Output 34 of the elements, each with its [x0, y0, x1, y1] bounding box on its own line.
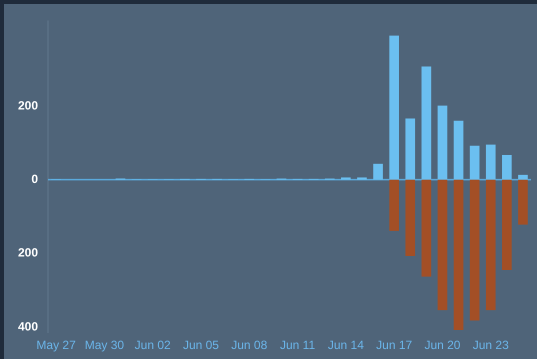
y-tick-label: 200 — [18, 98, 38, 112]
bar — [470, 146, 480, 180]
bar — [389, 180, 399, 231]
bar — [486, 180, 496, 310]
y-tick-label: 400 — [18, 319, 38, 334]
bar — [470, 180, 480, 320]
x-tick-label: Jun 23 — [472, 338, 510, 352]
x-tick-label: May 30 — [84, 338, 124, 352]
bar — [438, 106, 448, 180]
x-tick-label: Jun 02 — [134, 338, 172, 352]
bar — [502, 154, 512, 180]
bar — [518, 180, 528, 225]
bar — [422, 66, 432, 180]
x-tick-label: Jun 08 — [231, 338, 268, 352]
bar — [373, 164, 383, 180]
bar — [518, 174, 528, 180]
x-tick-label: Jun 14 — [328, 338, 364, 352]
bar — [502, 180, 512, 270]
bar — [389, 36, 399, 180]
x-tick-label: Jun 17 — [376, 338, 412, 352]
bar — [454, 180, 464, 330]
x-tick-label: Jun 11 — [280, 338, 316, 352]
bar — [486, 144, 496, 180]
bar — [438, 180, 448, 310]
bar — [405, 180, 416, 256]
y-tick-label: 0 — [31, 172, 38, 186]
bar — [357, 177, 367, 180]
bar — [405, 118, 416, 180]
bar — [454, 120, 464, 180]
y-tick-label: 200 — [18, 246, 38, 260]
x-tick-label: May 27 — [36, 338, 76, 352]
x-tick-label: Jun 05 — [182, 338, 220, 352]
x-tick-label: Jun 20 — [424, 338, 461, 352]
bar — [422, 180, 432, 277]
